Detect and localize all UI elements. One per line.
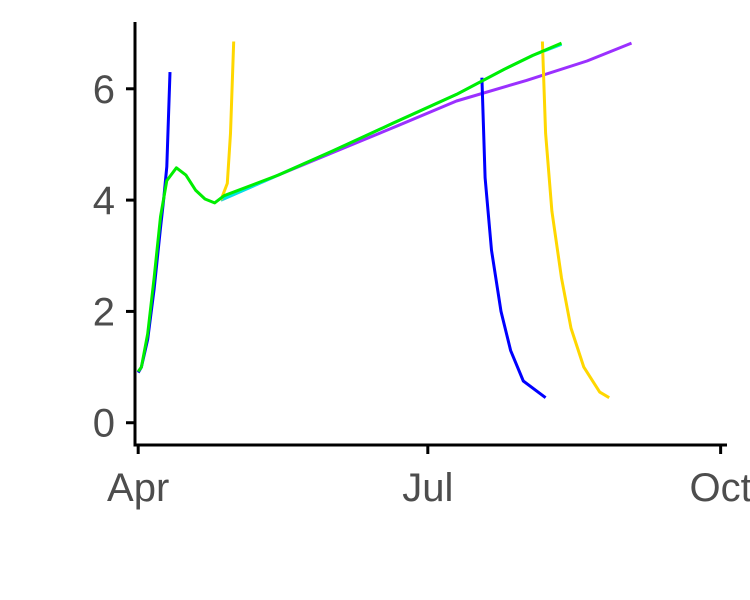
- series-line-6: [540, 41, 610, 399]
- series-line-3: [136, 72, 172, 374]
- x-tick-label: Apr: [107, 466, 169, 510]
- chart-axes: [133, 22, 727, 447]
- series-line-5: [219, 41, 236, 201]
- series-line-4: [480, 77, 547, 399]
- x-axis-ticks: Apr Jul Oct: [107, 445, 750, 510]
- y-tick-label: 0: [93, 402, 115, 446]
- x-tick-label: Oct: [690, 466, 750, 510]
- y-tick-label: 6: [93, 68, 115, 112]
- x-tick-label: Jul: [402, 466, 453, 510]
- y-tick-label: 2: [93, 290, 115, 334]
- series-line-1: [220, 41, 633, 202]
- plot-area: [136, 41, 633, 399]
- series-line-7: [136, 41, 563, 373]
- y-tick-label: 4: [93, 179, 115, 223]
- y-axis-ticks: 0 2 4 6: [93, 68, 135, 446]
